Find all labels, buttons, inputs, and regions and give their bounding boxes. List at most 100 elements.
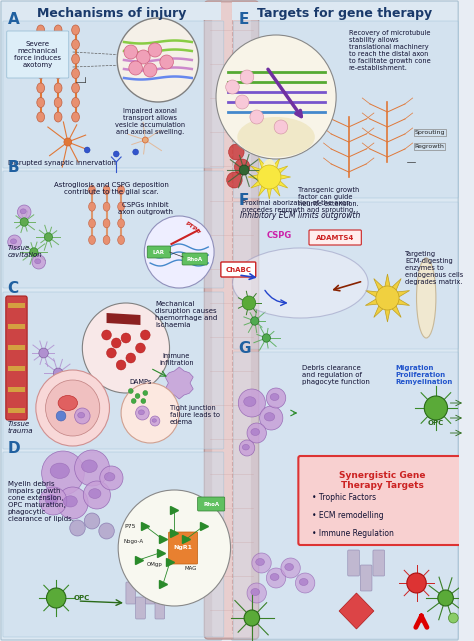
FancyBboxPatch shape: [169, 532, 198, 564]
Text: OMgp: OMgp: [147, 562, 163, 567]
Circle shape: [262, 334, 271, 342]
Ellipse shape: [244, 397, 256, 406]
FancyBboxPatch shape: [8, 324, 25, 329]
Ellipse shape: [89, 202, 95, 211]
Text: CSPG: CSPG: [266, 231, 292, 240]
FancyBboxPatch shape: [234, 352, 458, 639]
Text: Astrogliosis and CSPG deposition
contribute to the glial scar.: Astrogliosis and CSPG deposition contrib…: [54, 182, 169, 195]
Text: A: A: [8, 12, 19, 27]
Circle shape: [36, 370, 109, 446]
FancyBboxPatch shape: [234, 21, 458, 198]
Circle shape: [18, 205, 31, 219]
Text: Impaired axonal
transport allows
vesicle accumulation
and axonal swelling.: Impaired axonal transport allows vesicle…: [115, 108, 185, 135]
Ellipse shape: [54, 69, 62, 78]
Text: RhoA: RhoA: [187, 256, 203, 262]
Ellipse shape: [152, 419, 156, 422]
Text: RhoA: RhoA: [203, 501, 219, 506]
FancyBboxPatch shape: [360, 565, 372, 591]
FancyBboxPatch shape: [8, 303, 25, 308]
Circle shape: [258, 165, 281, 189]
Circle shape: [281, 558, 301, 578]
FancyBboxPatch shape: [155, 597, 164, 619]
Circle shape: [150, 416, 160, 426]
Text: Tissue
trauma: Tissue trauma: [8, 421, 33, 434]
FancyBboxPatch shape: [232, 2, 457, 20]
Text: Synergistic Gene
Therapy Targets: Synergistic Gene Therapy Targets: [339, 471, 426, 490]
Circle shape: [136, 406, 149, 420]
Circle shape: [250, 110, 264, 124]
Circle shape: [235, 159, 250, 175]
Circle shape: [107, 348, 116, 358]
Text: PTPσ: PTPσ: [184, 221, 202, 235]
Circle shape: [438, 590, 453, 606]
Circle shape: [117, 18, 199, 102]
Circle shape: [84, 513, 100, 529]
FancyBboxPatch shape: [348, 550, 359, 576]
Text: • ECM remodelling: • ECM remodelling: [312, 511, 383, 520]
Circle shape: [42, 451, 84, 495]
FancyBboxPatch shape: [3, 171, 224, 288]
Circle shape: [135, 394, 140, 399]
Text: Debris clearance
and regulation of
phagocyte function: Debris clearance and regulation of phago…: [302, 365, 370, 385]
FancyBboxPatch shape: [164, 582, 174, 604]
Ellipse shape: [263, 159, 276, 181]
FancyBboxPatch shape: [3, 452, 224, 637]
Ellipse shape: [72, 54, 80, 64]
Text: ChABC: ChABC: [225, 267, 251, 273]
Circle shape: [45, 233, 53, 241]
Circle shape: [54, 368, 63, 378]
Ellipse shape: [10, 239, 17, 244]
Circle shape: [74, 450, 109, 486]
Circle shape: [228, 144, 244, 160]
Ellipse shape: [54, 54, 62, 64]
Text: B: B: [8, 160, 19, 175]
Ellipse shape: [89, 235, 95, 244]
Text: OPC: OPC: [428, 420, 444, 426]
Text: Immune
infiltration: Immune infiltration: [159, 353, 193, 366]
Text: CSPGs inhibit
axon outgrowth: CSPGs inhibit axon outgrowth: [118, 202, 173, 215]
Circle shape: [84, 147, 90, 153]
Circle shape: [40, 487, 67, 515]
FancyBboxPatch shape: [309, 230, 361, 245]
Circle shape: [236, 95, 249, 109]
Ellipse shape: [37, 69, 45, 78]
Circle shape: [148, 43, 162, 57]
Circle shape: [126, 353, 136, 363]
FancyBboxPatch shape: [212, 3, 251, 637]
Ellipse shape: [89, 488, 101, 499]
Circle shape: [121, 383, 179, 443]
FancyBboxPatch shape: [146, 582, 155, 604]
Text: Nogo-A: Nogo-A: [124, 539, 144, 544]
Ellipse shape: [72, 97, 80, 108]
Circle shape: [46, 588, 66, 608]
Text: Disrupted synaptic innervation: Disrupted synaptic innervation: [8, 160, 116, 166]
Text: G: G: [238, 341, 251, 356]
Circle shape: [247, 583, 266, 603]
Circle shape: [266, 568, 286, 588]
Circle shape: [116, 360, 126, 370]
Ellipse shape: [251, 428, 260, 435]
FancyBboxPatch shape: [3, 292, 224, 449]
Ellipse shape: [103, 219, 110, 228]
Ellipse shape: [37, 40, 45, 49]
FancyBboxPatch shape: [2, 2, 221, 20]
Circle shape: [143, 390, 148, 395]
Text: Migration
Proliferation
Remyelination: Migration Proliferation Remyelination: [395, 365, 453, 385]
Circle shape: [57, 487, 88, 519]
Ellipse shape: [78, 412, 85, 418]
Ellipse shape: [118, 235, 125, 244]
Ellipse shape: [89, 219, 95, 228]
Ellipse shape: [72, 83, 80, 93]
Ellipse shape: [138, 410, 145, 415]
FancyBboxPatch shape: [147, 246, 171, 258]
Circle shape: [137, 50, 150, 64]
Circle shape: [266, 388, 286, 408]
Text: MAG: MAG: [184, 566, 197, 571]
Ellipse shape: [37, 97, 45, 108]
Circle shape: [111, 338, 121, 348]
FancyBboxPatch shape: [8, 387, 25, 392]
Ellipse shape: [64, 495, 77, 507]
Text: LAR: LAR: [153, 249, 165, 254]
FancyBboxPatch shape: [182, 253, 207, 265]
Circle shape: [118, 490, 230, 606]
